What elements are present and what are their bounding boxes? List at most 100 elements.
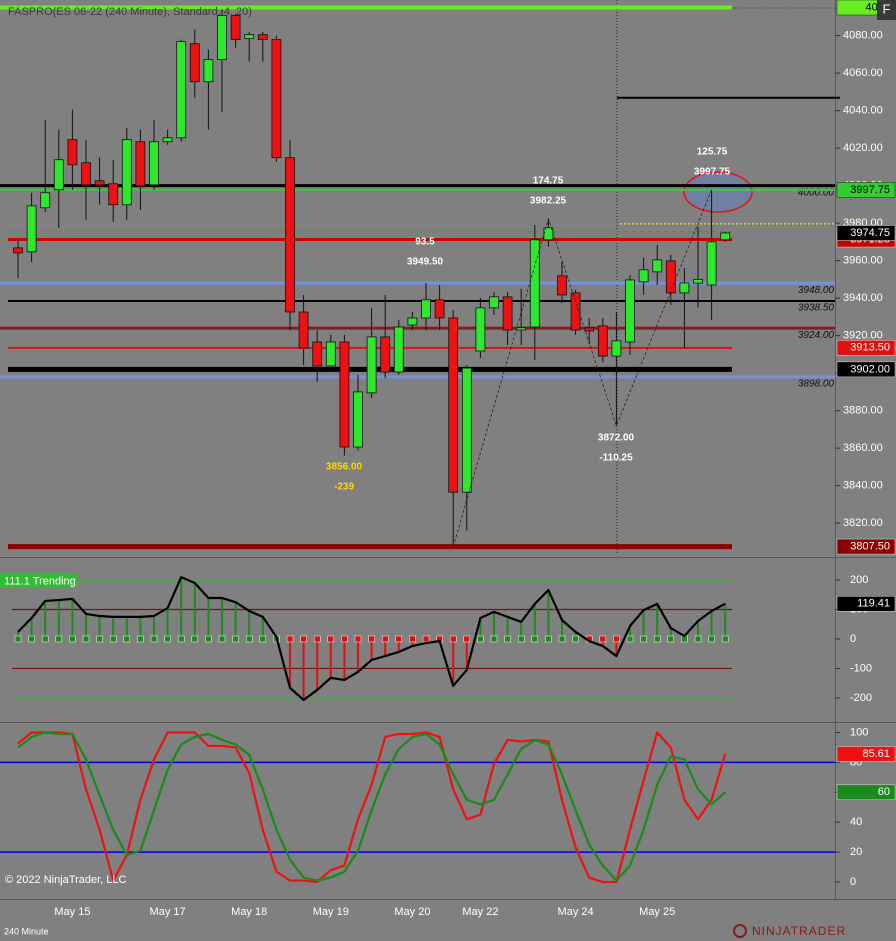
candle-body [393,326,404,373]
sign-marker [164,635,171,643]
y-tick-label: 0 [850,876,856,888]
copyright: © 2022 NinjaTrader, LLC [5,874,126,886]
sign-marker [96,635,103,643]
candle-body [380,336,391,373]
sign-marker [55,635,63,643]
menu-button[interactable]: F [883,1,891,16]
x-tick-label: May 24 [558,906,594,918]
level-label: 3948.00 [798,285,835,296]
candle-body [53,159,64,191]
candle-body [121,139,132,206]
level-label: 4000.00 [798,187,835,198]
sign-marker [667,635,675,643]
sign-marker [449,635,457,643]
candle-body [407,317,418,326]
sign-marker [313,635,321,643]
sign-marker [477,635,484,643]
y-tick-label: 200 [850,574,868,586]
indicator-line [17,575,726,702]
y-tick-label: 4020.00 [843,142,883,154]
price-tag-bg [836,596,896,612]
x-tick-label: May 17 [150,906,186,918]
price-tag-bg [836,361,896,378]
annotation: 3982.25 [530,196,567,207]
menu-button-bg[interactable] [877,0,896,20]
sign-marker [286,635,294,643]
sign-marker [123,635,131,643]
candle-body [638,269,649,283]
annotation: 3949.50 [407,257,444,268]
candle-body [584,327,595,332]
price-tag-bg [836,182,896,198]
candle-body [475,307,486,352]
candle-body [652,259,663,273]
price-tag: 85.61 [862,748,890,760]
y-tick-label: 3820.00 [843,517,883,529]
candle-body [611,340,622,357]
x-tick-label: May 20 [394,906,430,918]
interval-label: 240 Minute [4,926,49,936]
price-tag-bg [836,746,896,762]
price-tag-bg [836,538,896,555]
sign-marker [354,635,362,643]
indicator-line [17,731,726,882]
candle-body [353,391,363,448]
annotation: 93.5 [415,237,435,248]
logo-icon [733,924,747,938]
candle-body [298,311,309,349]
plot-layer: 3820.003840.003860.003880.003900.003920.… [0,0,896,918]
sign-marker [545,635,552,643]
candle-body [434,299,445,319]
candle-body [271,39,282,159]
sign-marker [218,635,226,643]
candle-body [13,247,23,254]
candle-body [312,341,323,367]
candle-body [597,325,608,357]
sign-marker [490,635,498,643]
candle-body [625,279,635,343]
y-tick-label: 3840.00 [843,480,883,492]
candle-body [217,15,227,61]
candle-body [285,157,295,313]
chart-title: FASPRO(ES 06-22 (240 Minute), Standard, … [8,6,252,18]
y-tick-label: -200 [850,692,872,704]
sign-marker [341,635,348,643]
candle-body [81,162,91,186]
sign-marker [232,635,239,643]
level-label: 3938.50 [798,303,835,314]
sign-marker [721,635,729,643]
indicator-line [17,731,727,884]
y-tick-label: 40 [850,816,862,828]
candle-body [461,367,472,493]
candle-body [176,41,187,139]
sign-marker [300,635,307,643]
sign-marker [41,635,49,643]
sign-marker [150,635,158,643]
candle-body [135,141,146,187]
annotation: 174.75 [533,176,564,187]
price-tag: 3902.00 [850,363,890,375]
candle-body [40,192,51,209]
candle-body [67,139,78,166]
candle-body [720,232,731,241]
sign-marker [368,635,375,643]
candle-body [108,183,119,206]
sign-marker [381,635,389,643]
sign-marker [422,635,430,643]
price-tag: 3807.50 [850,540,890,552]
y-tick-label: 4080.00 [843,30,883,42]
annotation: 3997.75 [694,167,731,178]
sign-marker [653,635,661,643]
candle-body [257,34,268,40]
y-tick-label: 4060.00 [843,67,883,79]
price-tag: 3974.75 [850,227,890,239]
price-tag-bg [836,340,896,356]
sign-marker [558,635,566,643]
price-tag-bg [836,784,896,801]
candle-body [516,327,527,331]
sign-marker [191,635,199,643]
y-tick-label: 0 [850,633,856,645]
candle-body [679,282,690,294]
candle-body [26,205,37,253]
